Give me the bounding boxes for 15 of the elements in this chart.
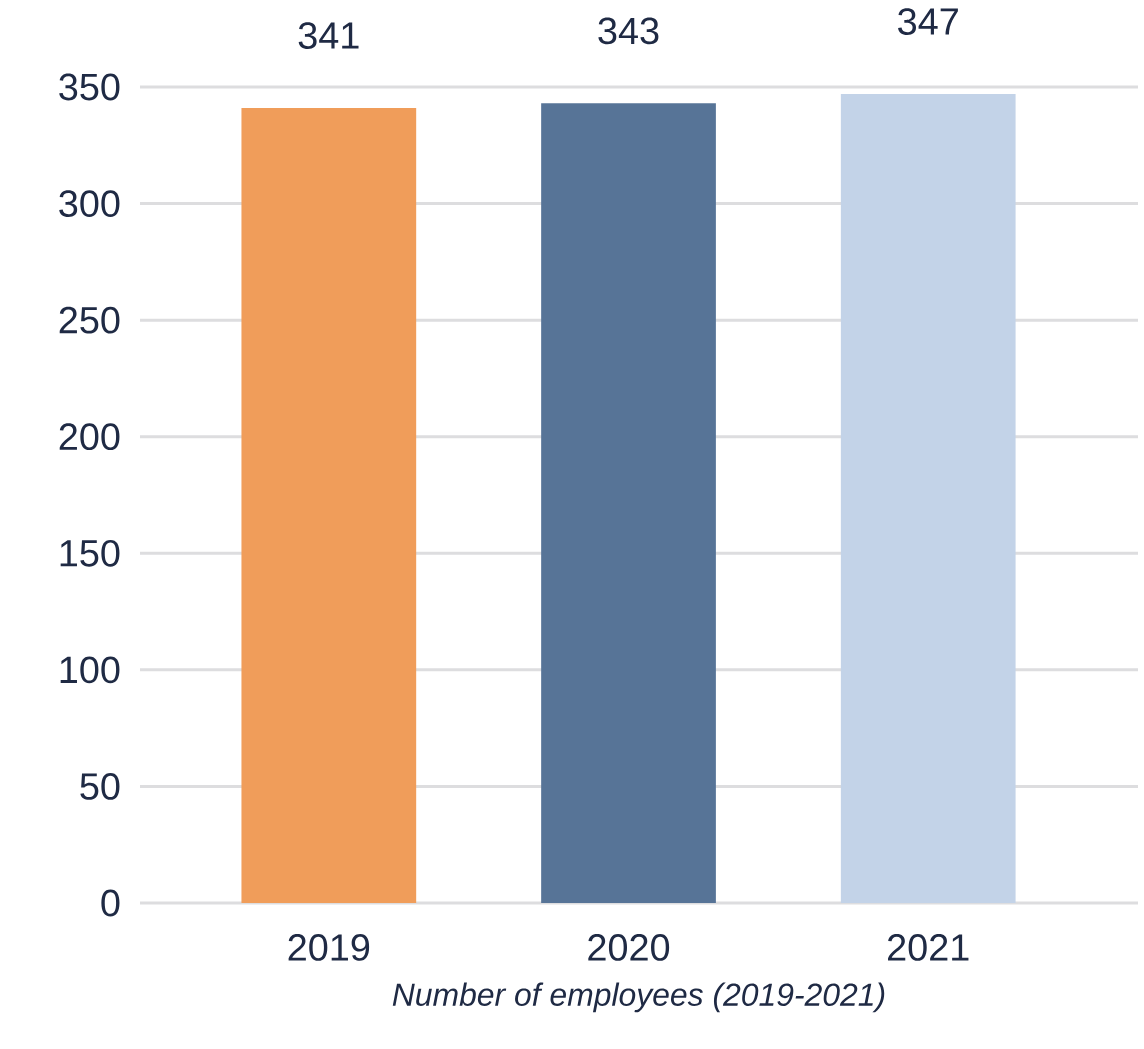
y-tick-label: 150 — [60, 539, 120, 567]
y-tick-label: 100 — [60, 656, 120, 684]
x-tick-label: 2021 — [888, 934, 969, 961]
data-label: 347 — [898, 8, 958, 35]
y-tick-label: 50 — [80, 773, 120, 800]
y-tick-label: 350 — [59, 73, 120, 101]
x-axis-title: Number of employees (2019-2021) — [392, 982, 885, 1013]
y-tick-label: 300 — [59, 190, 120, 217]
y-tick-label: 200 — [59, 423, 120, 451]
data-label: 343 — [598, 17, 659, 45]
x-tick-label: 2020 — [588, 934, 670, 961]
y-tick-label: 250 — [59, 306, 120, 334]
x-tick-label: 2019 — [288, 934, 370, 961]
data-label: 341 — [298, 22, 359, 49]
y-tick-label: 0 — [101, 889, 120, 917]
